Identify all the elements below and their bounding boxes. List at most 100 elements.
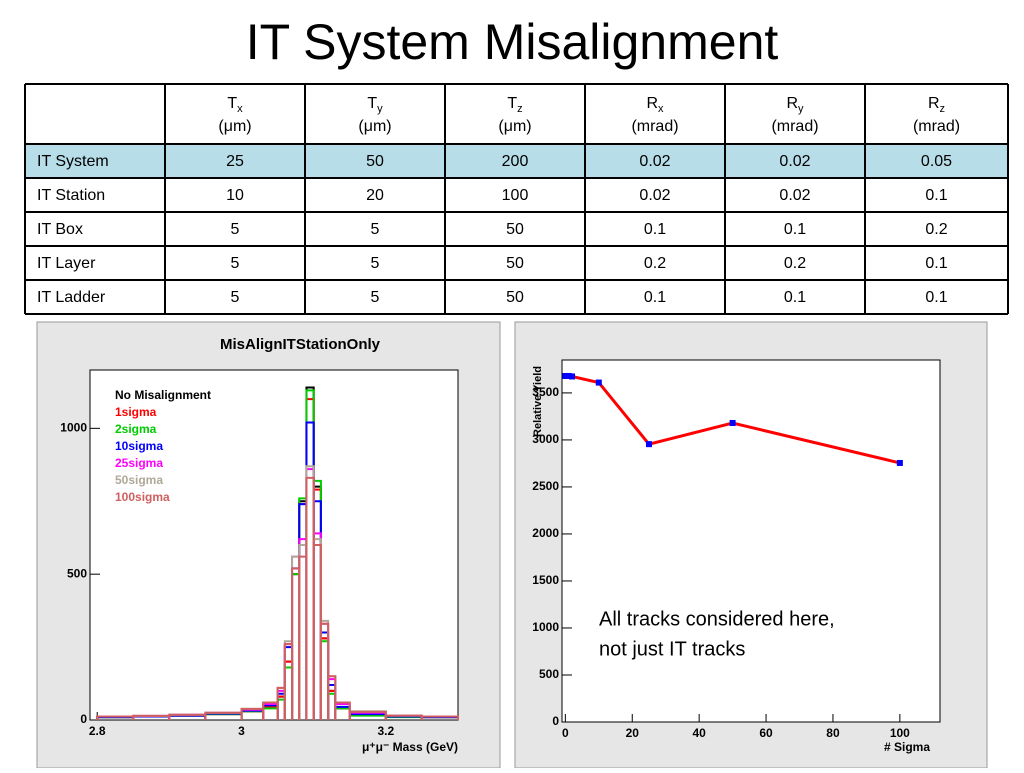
column-unit: (mrad) [631,118,678,135]
table-cell: 5 [231,221,240,238]
y-tick-label: 1000 [532,620,559,634]
symbol: R [786,95,798,112]
symbol: T [227,95,237,112]
table-cell: 0.2 [925,221,947,238]
table-cell: 5 [371,221,380,238]
legend-entry: No Misalignment [115,388,211,402]
x-tick-label: 3 [238,724,245,738]
data-point [562,372,569,379]
y-tick-label: 500 [67,566,87,580]
symbol: R [646,95,658,112]
table-cell: 25 [226,153,244,170]
table-cell: 10 [226,187,244,204]
subscript: x [658,103,664,115]
subscript: y [377,103,383,115]
symbol: R [928,95,940,112]
symbol: T [507,95,517,112]
table-cell: 50 [506,255,524,272]
table-cell: 0.1 [784,221,806,238]
plot-area [89,369,459,721]
y-tick-label: 3000 [532,432,559,446]
table-cell: 5 [231,255,240,272]
column-symbol: Tx [227,95,243,115]
chart-title: MisAlignITStationOnly [220,336,381,353]
table-cell: 100 [502,187,529,204]
table-cell: 0.02 [779,187,810,204]
x-tick-label: 2.8 [89,724,106,738]
table-cell: 0.1 [925,289,947,306]
x-tick-label: 40 [692,726,706,740]
table-cell: 0.05 [921,153,952,170]
column-symbol: Ty [367,95,383,115]
x-tick-label: 100 [890,726,910,740]
histogram-bin [327,675,337,720]
x-tick-label: 0 [562,726,569,740]
column-unit: (μm) [498,118,531,135]
subscript: z [517,103,523,115]
subscript: y [798,103,804,115]
column-symbol: Tz [507,95,522,115]
x-tick-label: 3.2 [377,724,394,738]
row-label: IT Box [37,221,83,238]
table-cell: 5 [371,255,380,272]
table-cell: 0.1 [925,255,947,272]
histogram-bin [319,622,330,720]
plot-area [561,359,941,723]
table-cell: 5 [231,289,240,306]
annotation: not just IT tracks [599,638,745,660]
y-tick-label: 0 [552,714,559,728]
legend-entry: 50sigma [115,473,163,487]
x-tick-label: 60 [759,726,773,740]
table-cell: 0.1 [644,289,666,306]
legend-entry: 1sigma [115,405,157,419]
column-symbol: Rz [928,95,945,115]
table-row-highlight [25,144,1008,178]
table-cell: 50 [506,289,524,306]
legend-entry: 2sigma [115,422,157,436]
row-label: IT System [37,153,109,170]
legend-entry: 100sigma [115,490,170,504]
table-cell: 0.1 [644,221,666,238]
y-axis-label: Relative Yield [532,366,544,437]
table-cell: 5 [371,289,380,306]
table-cell: 50 [366,153,384,170]
table-cell: 0.02 [779,153,810,170]
data-point [729,419,736,426]
y-tick-label: 0 [80,712,87,726]
column-unit: (μm) [218,118,251,135]
x-tick-label: 20 [626,726,640,740]
table-cell: 200 [502,153,529,170]
column-symbol: Rx [646,95,664,115]
x-axis-label: # Sigma [884,740,930,754]
table-cell: 0.2 [784,255,806,272]
y-tick-label: 3500 [532,385,559,399]
data-point [645,441,652,448]
table-cell: 0.02 [639,187,670,204]
column-symbol: Ry [786,95,804,115]
y-tick-label: 500 [539,667,559,681]
y-tick-label: 2000 [532,526,559,540]
row-label: IT Layer [37,255,96,272]
table-cell: 0.2 [644,255,666,272]
data-point [569,373,576,380]
column-unit: (mrad) [913,118,960,135]
legend-entry: 10sigma [115,439,163,453]
y-tick-label: 1500 [532,573,559,587]
subscript: z [940,103,946,115]
y-tick-label: 2500 [532,479,559,493]
data-point [896,459,903,466]
symbol: T [367,95,377,112]
table-cell: 0.1 [925,187,947,204]
subscript: x [237,103,243,115]
table-cell: 20 [366,187,384,204]
row-label: IT Station [37,187,105,204]
column-unit: (μm) [358,118,391,135]
table-cell: 50 [506,221,524,238]
table-cell: 0.02 [639,153,670,170]
y-tick-label: 1000 [60,421,87,435]
data-point [595,379,602,386]
x-tick-label: 80 [826,726,840,740]
x-axis-label: μ⁺μ⁻ Mass (GeV) [362,740,458,754]
column-unit: (mrad) [771,118,818,135]
